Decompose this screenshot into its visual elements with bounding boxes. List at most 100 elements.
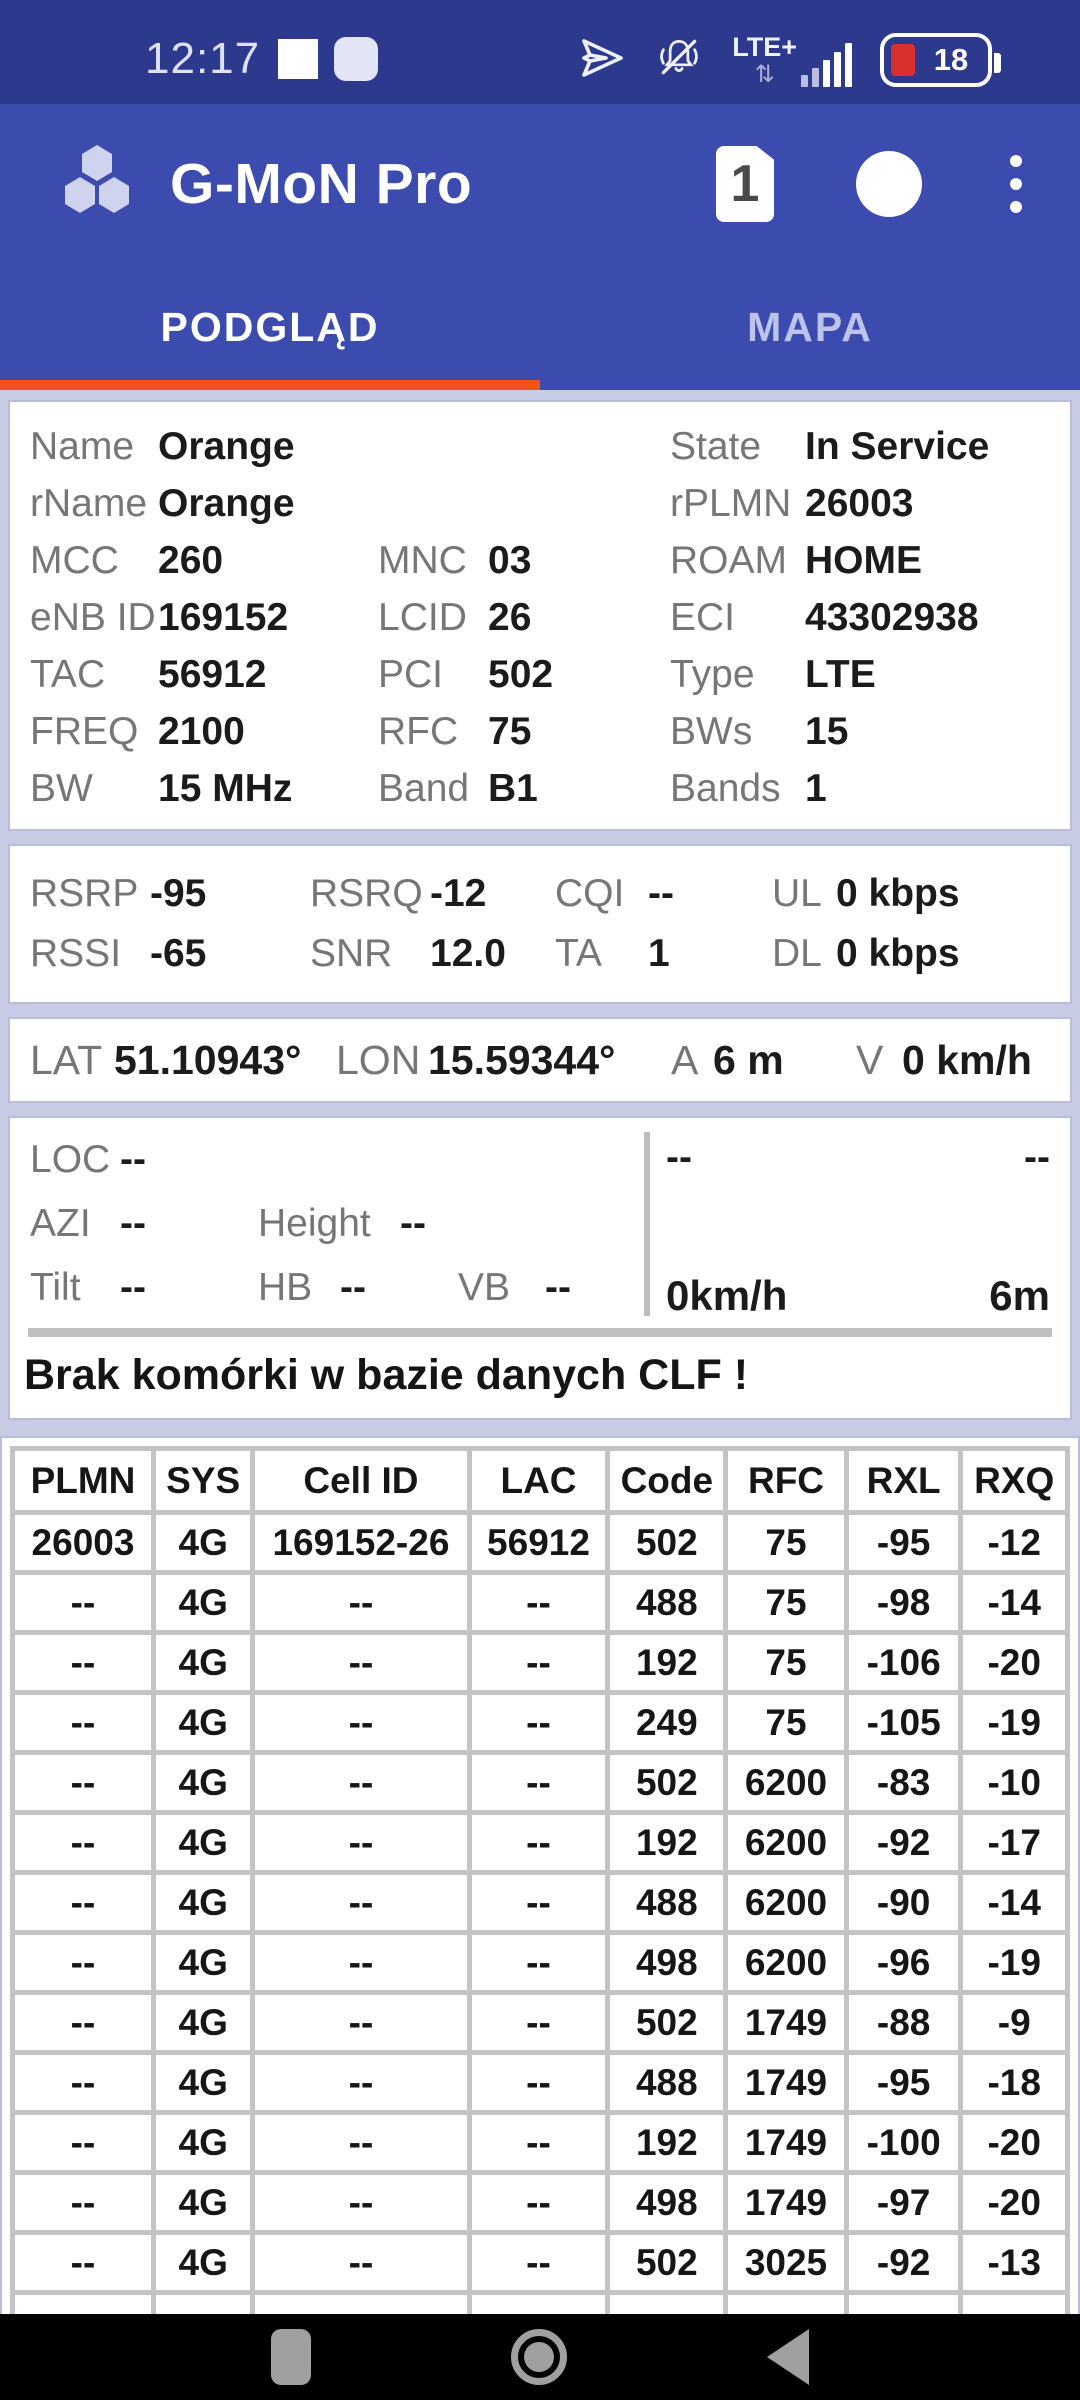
speed-altitude-meter: -- -- 0km/h 6m	[650, 1126, 1070, 1324]
cell-info-row: MCC 260 MNC 03 ROAM HOME	[30, 539, 922, 582]
notification-icon-rounded-square	[334, 37, 379, 81]
table-cell: -83	[848, 1755, 959, 1810]
table-cell: --	[471, 1935, 606, 1990]
table-cell: --	[471, 1755, 606, 1810]
battery-icon: 18	[880, 32, 1001, 87]
table-cell: 75	[728, 1695, 844, 1750]
table-cell: 488	[610, 1875, 724, 1930]
sim-selector-button[interactable]: 1	[716, 146, 774, 222]
table-cell: -100	[848, 2115, 959, 2170]
table-row: -- 4G -- -- 502 6200 -83 -10	[15, 1755, 1065, 1810]
table-cell: 502	[610, 2235, 724, 2290]
tab-podglad-label: PODGLĄD	[160, 303, 380, 350]
table-header-cell: PLMN	[15, 1451, 151, 1510]
table-cell: 4G	[156, 1815, 251, 1870]
signal-row: RSSI -65 SNR 12.0 TA 1 DL 0 kbps	[30, 932, 960, 975]
table-cell: 4G	[156, 1695, 251, 1750]
table-cell: 6200	[728, 1875, 844, 1930]
home-button[interactable]	[511, 2329, 567, 2385]
table-cell: 192	[610, 1815, 724, 1870]
table-cell: 502	[610, 1515, 724, 1570]
overflow-menu-button[interactable]	[1004, 149, 1028, 219]
clf-warning-message: Brak komórki w bazie danych CLF !	[24, 1351, 749, 1399]
data-activity-arrows-icon: ⇅	[754, 60, 775, 88]
app-bar: G-MoN Pro 1	[0, 104, 1080, 264]
table-cell: 4G	[156, 1995, 251, 2050]
table-header-cell: RXQ	[963, 1451, 1065, 1510]
status-bar: 12:17 LTE+ ⇅	[0, 0, 1080, 104]
table-cell: 4G	[156, 1635, 251, 1690]
table-cell: -92	[848, 2235, 959, 2290]
table-cell: -13	[963, 2235, 1065, 2290]
recents-button[interactable]	[271, 2329, 311, 2385]
table-cell: --	[471, 1635, 606, 1690]
location-sharing-icon	[578, 34, 626, 87]
table-cell: -106	[848, 1635, 959, 1690]
table-cell: -20	[963, 2175, 1065, 2230]
table-cell: --	[471, 1995, 606, 2050]
record-button[interactable]	[856, 151, 922, 217]
table-cell: --	[15, 2115, 151, 2170]
table-cell: --	[15, 1995, 151, 2050]
tab-podglad[interactable]: PODGLĄD	[0, 264, 540, 390]
table-header-cell: Code	[610, 1451, 724, 1510]
table-cell: --	[15, 1755, 151, 1810]
table-cell: --	[255, 2055, 467, 2110]
table-cell: -95	[848, 2055, 959, 2110]
tab-bar: PODGLĄD MAPA	[0, 264, 1080, 390]
table-cell: --	[471, 2115, 606, 2170]
table-cell: --	[15, 1875, 151, 1930]
cells-table: PLMN SYS Cell ID LAC Code RFC RXL RXQ 26003 4G 169…	[10, 1446, 1070, 2400]
table-cell: -96	[848, 1935, 959, 1990]
table-cell: -14	[963, 1575, 1065, 1630]
table-cell: --	[255, 2235, 467, 2290]
table-cell: 6200	[728, 1935, 844, 1990]
table-row: 26003 4G 169152-26 56912 502 75 -95 -12	[15, 1515, 1065, 1570]
table-cell: -105	[848, 1695, 959, 1750]
signal-panel: RSRP -95 RSRQ -12 CQI -- UL 0 kbps RSSI -65 SNR 12…	[8, 844, 1072, 1004]
app-title: G-MoN Pro	[170, 152, 473, 216]
table-cell: --	[255, 2115, 467, 2170]
table-cell: -98	[848, 1575, 959, 1630]
table-header-cell: RFC	[728, 1451, 844, 1510]
table-cell: --	[15, 2175, 151, 2230]
table-cell: 75	[728, 1635, 844, 1690]
table-cell: -18	[963, 2055, 1065, 2110]
table-cell: 4G	[156, 1935, 251, 1990]
table-cell: --	[471, 2055, 606, 2110]
clock: 12:17	[145, 34, 261, 83]
table-cell: 192	[610, 1635, 724, 1690]
overview-content[interactable]: Name Orange State In Service rName Orange rPL…	[0, 390, 1080, 2400]
table-cell: --	[255, 1875, 467, 1930]
signal-bars-icon	[801, 41, 852, 87]
table-cell: --	[471, 1695, 606, 1750]
antenna-row: Tilt -- HB -- VB --	[30, 1266, 571, 1309]
back-button[interactable]	[767, 2329, 809, 2385]
table-cell: -9	[963, 1995, 1065, 2050]
table-cell: 4G	[156, 2235, 251, 2290]
serving-cell-panel: Name Orange State In Service rName Orange rPL…	[8, 400, 1072, 831]
table-cell: -14	[963, 1875, 1065, 1930]
table-cell: 4G	[156, 2175, 251, 2230]
table-cell: 6200	[728, 1815, 844, 1870]
table-cell: 488	[610, 1575, 724, 1630]
table-cell: 1749	[728, 2055, 844, 2110]
meter-speed: 0km/h	[666, 1272, 788, 1319]
table-cell: --	[471, 1815, 606, 1870]
battery-fill	[891, 43, 915, 76]
cell-info-row: Name Orange State In Service	[30, 425, 990, 468]
table-cell: 4G	[156, 1875, 251, 1930]
table-cell: 4G	[156, 1515, 251, 1570]
table-cell: --	[15, 1635, 151, 1690]
table-row: -- 4G -- -- 192 75 -106 -20	[15, 1635, 1065, 1690]
tab-mapa[interactable]: MAPA	[540, 264, 1080, 390]
table-cell: --	[471, 2235, 606, 2290]
table-row: -- 4G -- -- 192 6200 -92 -17	[15, 1815, 1065, 1870]
meter-altitude: 6m	[989, 1272, 1050, 1319]
table-cell: 3025	[728, 2235, 844, 2290]
table-cell: --	[255, 1755, 467, 1810]
table-cell: -95	[848, 1515, 959, 1570]
cell-info-row: TAC 56912 PCI 502 Type LTE	[30, 653, 876, 696]
table-cell: 169152-26	[255, 1515, 467, 1570]
